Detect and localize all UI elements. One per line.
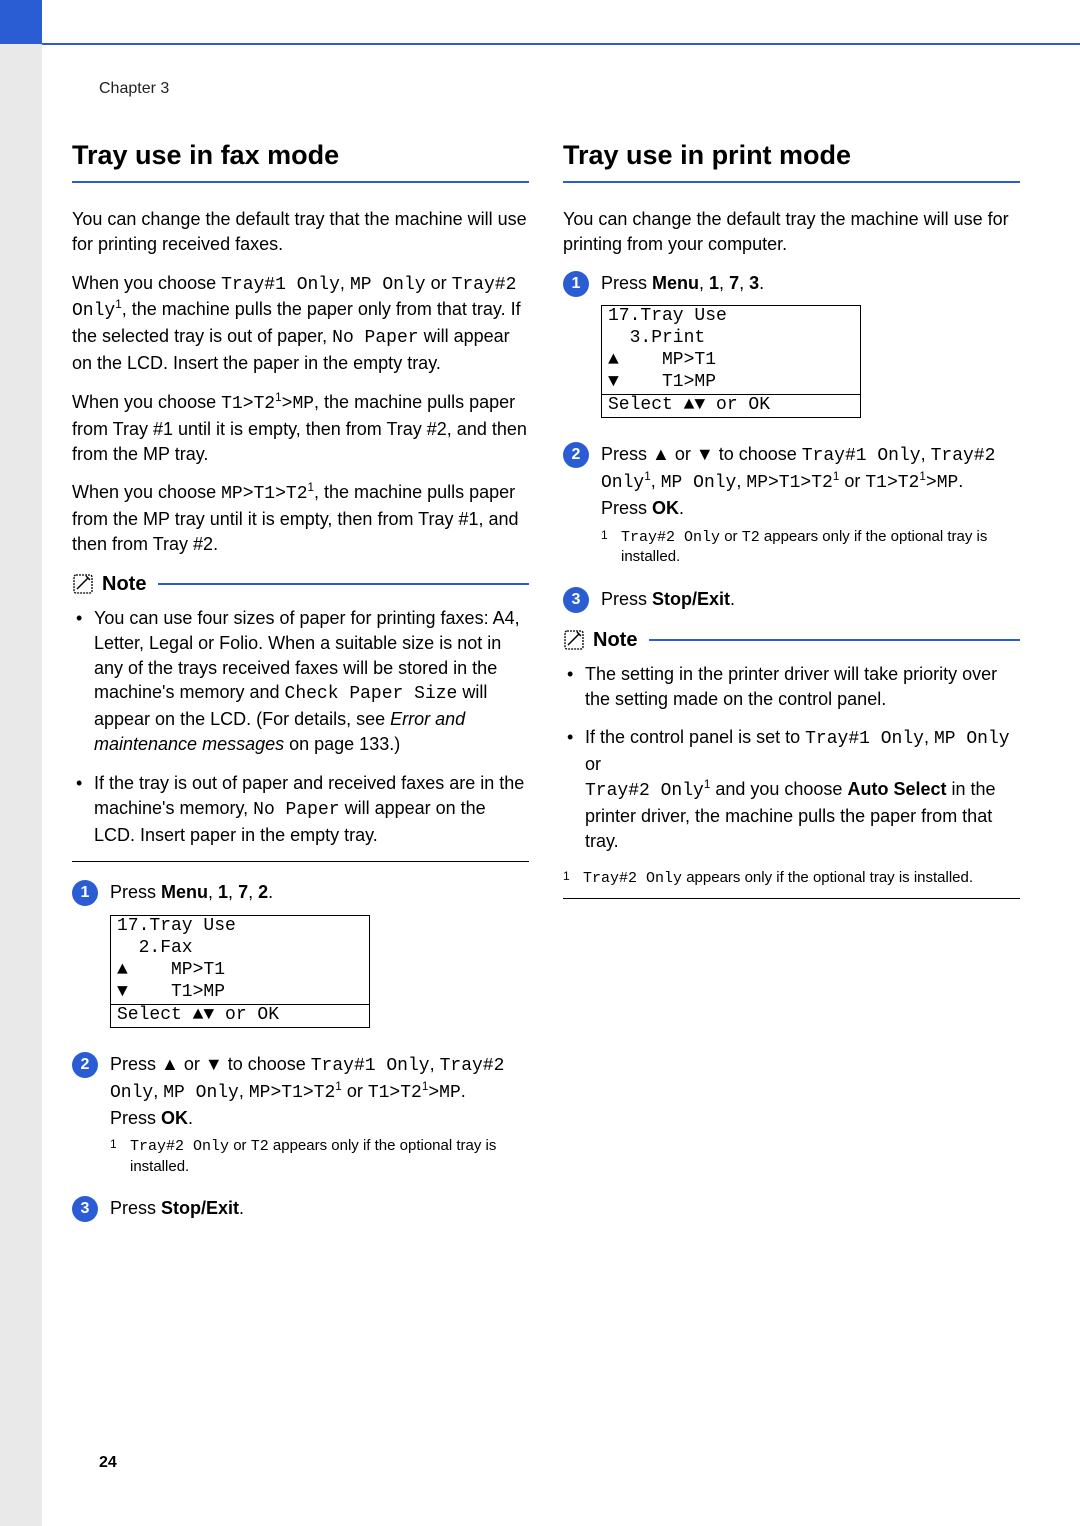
- print-step-1: 1 Press Menu, 1, 7, 3. 17.Tray Use 3.Pri…: [563, 271, 1020, 433]
- page-number: 24: [99, 1454, 117, 1472]
- fax-note-1: You can use four sizes of paper for prin…: [72, 606, 529, 757]
- step-badge-2: 2: [563, 442, 589, 468]
- print-step-3: 3 Press Stop/Exit.: [563, 587, 1020, 613]
- print-step-2: 2 Press ▲ or ▼ to choose Tray#1 Only, Tr…: [563, 442, 1020, 576]
- header-rule: [42, 43, 1080, 45]
- fax-step-1: 1 Press Menu, 1, 7, 2. 17.Tray Use 2.Fax…: [72, 880, 529, 1042]
- step-badge-1: 1: [563, 271, 589, 297]
- fax-step-2: 2 Press ▲ or ▼ to choose Tray#1 Only, Tr…: [72, 1052, 529, 1186]
- step-badge-3: 3: [563, 587, 589, 613]
- fax-lcd: 17.Tray Use 2.Fax ▲ MP>T1 ▼ T1>MP Select…: [110, 915, 370, 1028]
- heading-fax: Tray use in fax mode: [72, 140, 529, 183]
- header-tab: [0, 0, 42, 44]
- chapter-label: Chapter 3: [99, 80, 169, 98]
- step-badge-2: 2: [72, 1052, 98, 1078]
- note-heading-fax: Note: [72, 573, 529, 596]
- sidebar-margin: [0, 44, 42, 1526]
- fax-intro: You can change the default tray that the…: [72, 207, 529, 257]
- page: Chapter 3 Tray use in fax mode You can c…: [0, 0, 1080, 1526]
- print-intro: You can change the default tray the mach…: [563, 207, 1020, 257]
- note-icon: [72, 573, 94, 595]
- left-column: Tray use in fax mode You can change the …: [72, 140, 529, 1232]
- print-lcd: 17.Tray Use 3.Print ▲ MP>T1 ▼ T1>MP Sele…: [601, 305, 861, 418]
- content: Tray use in fax mode You can change the …: [72, 140, 1020, 1232]
- print-step2-footnote: 1 Tray#2 Only or T2 appears only if the …: [601, 527, 1020, 567]
- print-note-1: The setting in the printer driver will t…: [563, 662, 1020, 712]
- heading-print: Tray use in print mode: [563, 140, 1020, 183]
- print-note-2: If the control panel is set to Tray#1 On…: [563, 725, 1020, 853]
- fax-p2: When you choose Tray#1 Only, MP Only or …: [72, 271, 529, 376]
- step-badge-1: 1: [72, 880, 98, 906]
- right-column: Tray use in print mode You can change th…: [563, 140, 1020, 1232]
- fax-notes: You can use four sizes of paper for prin…: [72, 606, 529, 847]
- fax-p3: When you choose T1>T21>MP, the machine p…: [72, 390, 529, 466]
- print-notes: The setting in the printer driver will t…: [563, 662, 1020, 854]
- notes-rule: [563, 898, 1020, 899]
- fax-p4: When you choose MP>T1>T21, the machine p…: [72, 480, 529, 556]
- print-outer-footnote: 1 Tray#2 Only appears only if the option…: [563, 868, 1020, 889]
- fax-note-2: If the tray is out of paper and received…: [72, 771, 529, 847]
- notes-rule: [72, 861, 529, 862]
- fax-step-3: 3 Press Stop/Exit.: [72, 1196, 529, 1222]
- step-badge-3: 3: [72, 1196, 98, 1222]
- fax-step2-footnote: 1 Tray#2 Only or T2 appears only if the …: [110, 1136, 529, 1176]
- note-heading-print: Note: [563, 629, 1020, 652]
- note-icon: [563, 629, 585, 651]
